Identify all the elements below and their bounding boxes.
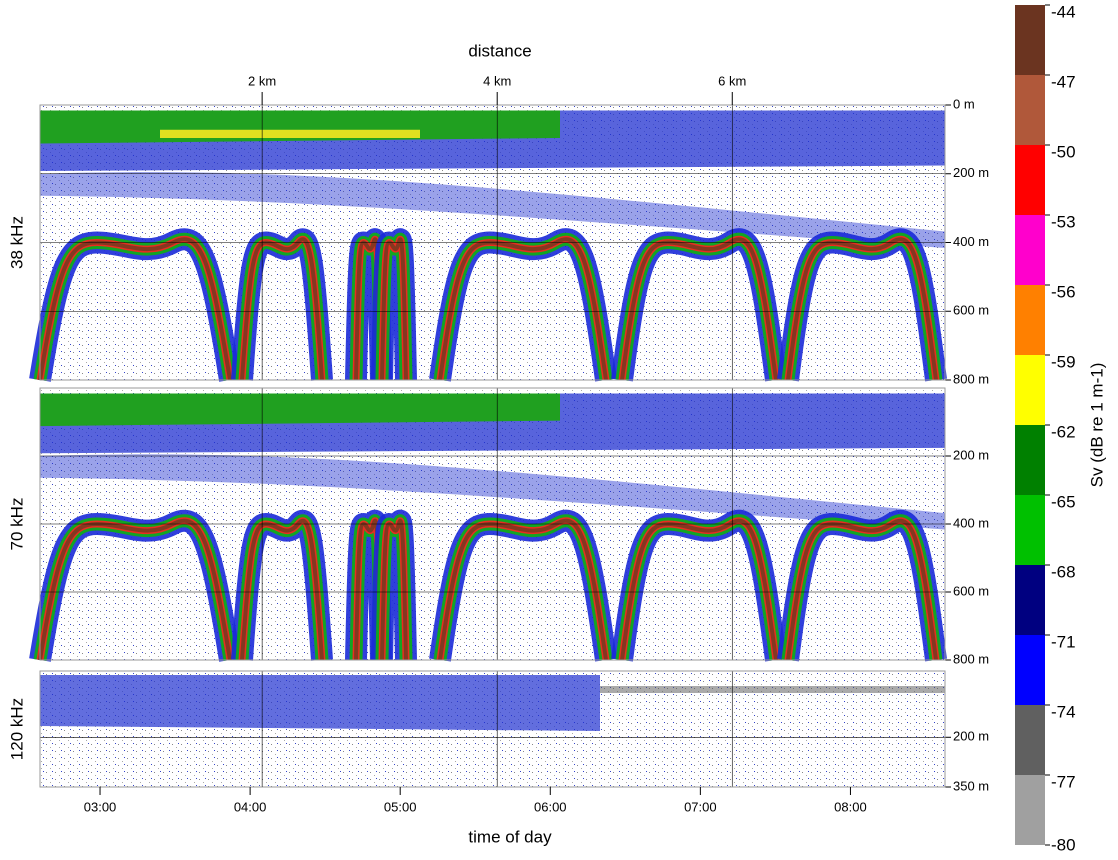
colorbar-segment — [1015, 355, 1045, 425]
x-tick-label: 08:00 — [834, 799, 867, 814]
panel-label: 70 kHz — [7, 498, 26, 551]
panel-label: 120 kHz — [7, 698, 26, 760]
colorbar-segment — [1015, 215, 1045, 285]
panel-label: 38 kHz — [7, 216, 26, 269]
surface-band — [600, 686, 945, 693]
colorbar-tick-label: -65 — [1051, 492, 1076, 511]
y-tick-label: 600 m — [953, 583, 989, 598]
colorbar-segment — [1015, 145, 1045, 215]
y-tick-label: 800 m — [953, 371, 989, 386]
x-tick-label: 06:00 — [534, 799, 567, 814]
colorbar-segment — [1015, 5, 1045, 75]
surface-band — [40, 675, 600, 731]
colorbar-tick-label: -47 — [1051, 72, 1076, 91]
echogram-panel: 200 m 400 m 600 m 800 m 70 kHz — [7, 388, 989, 666]
y-tick-label: 400 m — [953, 515, 989, 530]
colorbar-tick-label: -50 — [1051, 142, 1076, 161]
colorbar-title: Sv (dB re 1 m-1) — [1087, 363, 1106, 488]
x2-title: distance — [468, 41, 531, 60]
x-tick-label: 04:00 — [234, 799, 267, 814]
colorbar-segment — [1015, 425, 1045, 495]
colorbar-segment — [1015, 635, 1045, 705]
colorbar-segment — [1015, 495, 1045, 565]
colorbar-segment — [1015, 705, 1045, 775]
colorbar-tick-label: -80 — [1051, 835, 1076, 854]
colorbar-tick-label: -71 — [1051, 632, 1076, 651]
colorbar-tick-label: -68 — [1051, 562, 1076, 581]
colorbar-tick-label: -77 — [1051, 772, 1076, 791]
y-tick-label: 600 m — [953, 303, 989, 318]
colorbar-segment — [1015, 285, 1045, 355]
colorbar-tick-label: -44 — [1051, 2, 1076, 21]
x-tick-label: 07:00 — [684, 799, 717, 814]
colorbar-tick-label: -74 — [1051, 702, 1076, 721]
colorbar-tick-label: -62 — [1051, 422, 1076, 441]
x-tick-label: 03:00 — [84, 799, 117, 814]
x-tick-label: 05:00 — [384, 799, 417, 814]
figure: distance time of day Sv (dB re 1 m-1) 0 … — [0, 0, 1118, 855]
colorbar-tick-label: -53 — [1051, 212, 1076, 231]
colorbar-segment — [1015, 75, 1045, 145]
y-tick-label: 0 m — [953, 96, 975, 111]
echogram-panel: 0 m 200 m 400 m 600 m 800 m 38 kHz — [7, 96, 989, 386]
colorbar-segment — [1015, 565, 1045, 635]
x2-tick-label: 6 km — [718, 73, 746, 88]
y-tick-label: 200 m — [953, 165, 989, 180]
surface-band — [40, 111, 560, 144]
x-title: time of day — [468, 827, 552, 846]
surface-band — [40, 393, 560, 426]
y-tick-label: 200 m — [953, 729, 989, 744]
echogram-panel: 200 m 350 m 120 kHz — [7, 671, 989, 793]
y-tick-label: 200 m — [953, 447, 989, 462]
surface-band — [160, 130, 420, 138]
colorbar-segment — [1015, 775, 1045, 845]
y-tick-label: 400 m — [953, 234, 989, 249]
colorbar-tick-label: -56 — [1051, 282, 1076, 301]
x2-tick-label: 2 km — [248, 73, 276, 88]
y-tick-label: 350 m — [953, 778, 989, 793]
x2-tick-label: 4 km — [483, 73, 511, 88]
colorbar-tick-label: -59 — [1051, 352, 1076, 371]
y-tick-label: 800 m — [953, 651, 989, 666]
